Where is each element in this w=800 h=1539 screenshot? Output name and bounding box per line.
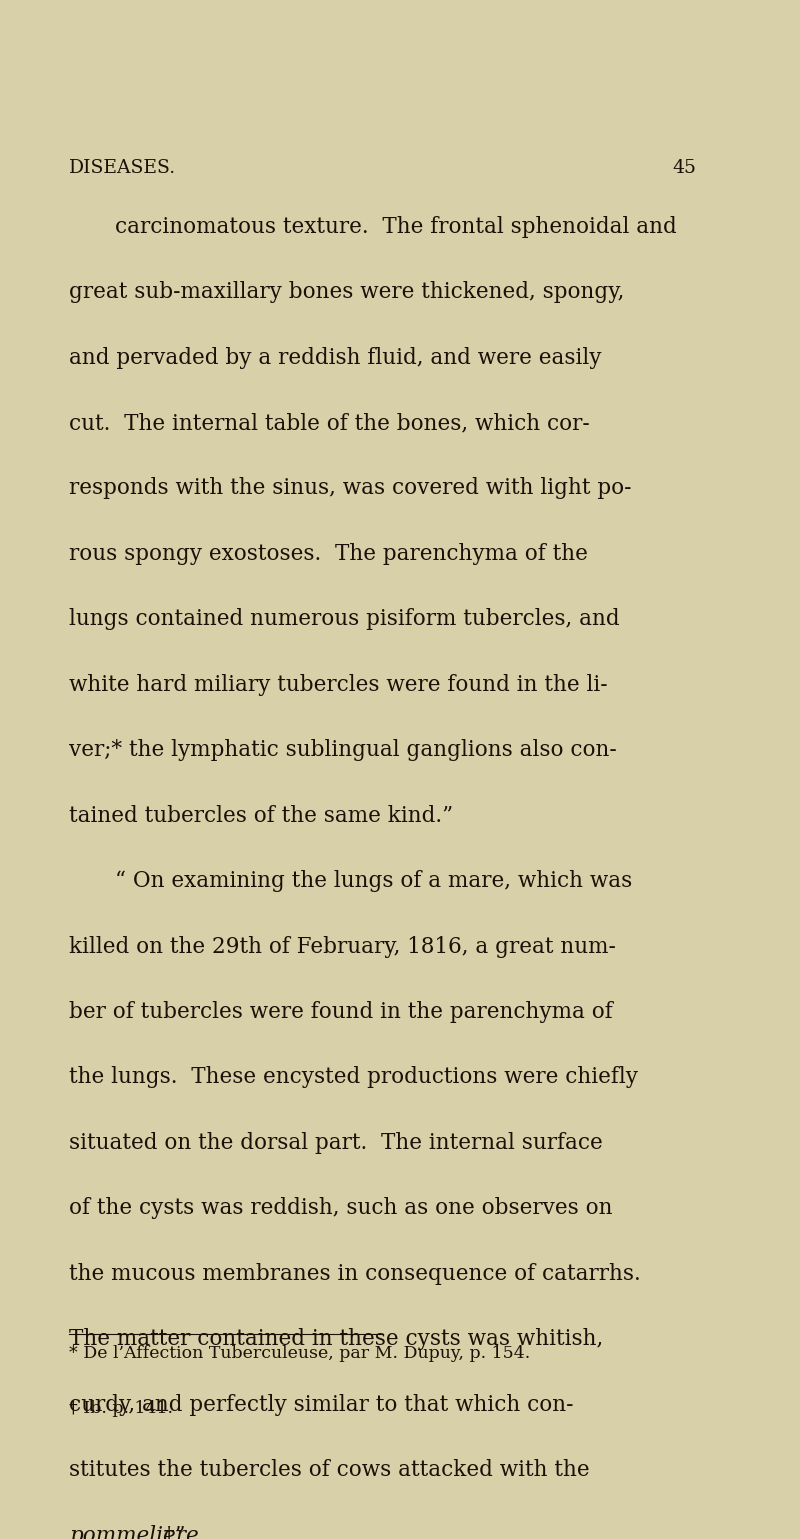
Text: the lungs.  These encysted productions were chiefly: the lungs. These encysted productions we… (69, 1067, 638, 1088)
Text: stitutes the tubercles of cows attacked with the: stitutes the tubercles of cows attacked … (69, 1459, 590, 1481)
Text: rous spongy exostoses.  The parenchyma of the: rous spongy exostoses. The parenchyma of… (69, 543, 588, 565)
Text: curdy, and perfectly similar to that which con-: curdy, and perfectly similar to that whi… (69, 1394, 574, 1416)
Text: carcinomatous texture.  The frontal sphenoidal and: carcinomatous texture. The frontal sphen… (114, 215, 677, 237)
Text: DISEASES.: DISEASES. (69, 159, 176, 177)
Text: cut.  The internal table of the bones, which cor-: cut. The internal table of the bones, wh… (69, 412, 590, 434)
Text: great sub-maxillary bones were thickened, spongy,: great sub-maxillary bones were thickened… (69, 282, 624, 303)
Text: pommeliere: pommeliere (69, 1525, 198, 1539)
Text: responds with the sinus, was covered with light po-: responds with the sinus, was covered wit… (69, 477, 631, 500)
Text: the mucous membranes in consequence of catarrhs.: the mucous membranes in consequence of c… (69, 1264, 641, 1285)
Text: lungs contained numerous pisiform tubercles, and: lungs contained numerous pisiform tuberc… (69, 608, 619, 631)
Text: tained tubercles of the same kind.”: tained tubercles of the same kind.” (69, 805, 453, 826)
Text: The matter contained in these cysts was whitish,: The matter contained in these cysts was … (69, 1328, 603, 1350)
Text: white hard miliary tubercles were found in the li-: white hard miliary tubercles were found … (69, 674, 607, 696)
Text: situated on the dorsal part.  The internal surface: situated on the dorsal part. The interna… (69, 1131, 602, 1154)
Text: ver;* the lymphatic sublingual ganglions also con-: ver;* the lymphatic sublingual ganglions… (69, 739, 617, 762)
Text: of the cysts was reddish, such as one observes on: of the cysts was reddish, such as one ob… (69, 1197, 612, 1219)
Text: killed on the 29th of February, 1816, a great num-: killed on the 29th of February, 1816, a … (69, 936, 616, 957)
Text: ber of tubercles were found in the parenchyma of: ber of tubercles were found in the paren… (69, 1000, 613, 1023)
Text: “ On examining the lungs of a mare, which was: “ On examining the lungs of a mare, whic… (114, 870, 632, 893)
Text: .†”: .†” (157, 1525, 186, 1539)
Text: † Ib. p. 141.: † Ib. p. 141. (69, 1400, 173, 1417)
Text: and pervaded by a reddish fluid, and were easily: and pervaded by a reddish fluid, and wer… (69, 346, 602, 368)
Text: * De l’Affection Tuberculeuse, par M. Dupuy, p. 154.: * De l’Affection Tuberculeuse, par M. Du… (69, 1345, 530, 1362)
Text: 45: 45 (672, 159, 696, 177)
